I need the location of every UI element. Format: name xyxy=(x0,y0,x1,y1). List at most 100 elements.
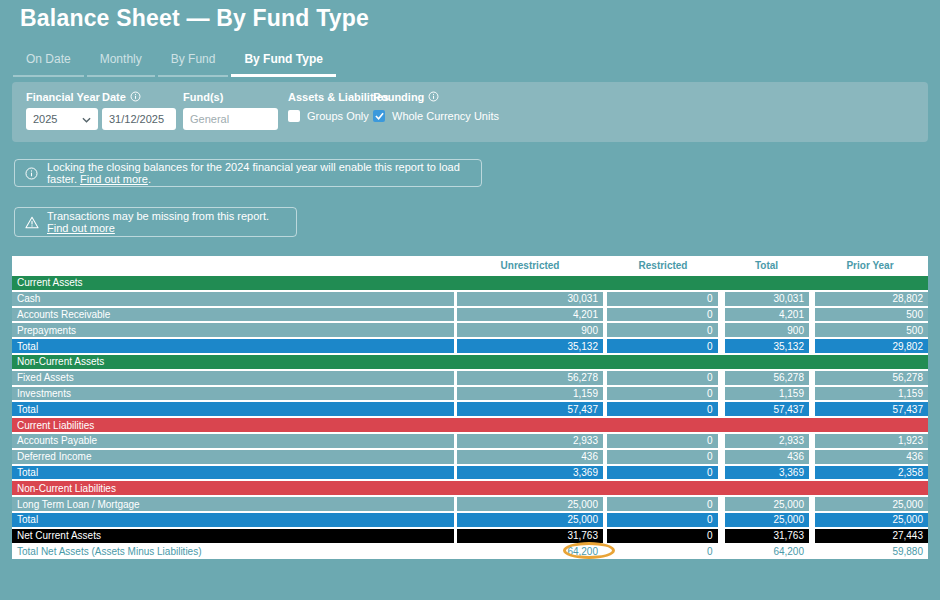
cell-value: 1,923 xyxy=(898,435,923,446)
table-row: Net Current Assets31,763031,76327,443 xyxy=(12,528,928,544)
row-label: Total xyxy=(12,465,455,481)
value-cell: 31,763 xyxy=(721,528,812,544)
value-cell: 27,443 xyxy=(812,528,928,544)
value-cell: 2,358 xyxy=(812,465,928,481)
value-cell: 56,278 xyxy=(455,370,605,386)
section-header-row: Current Liabilities xyxy=(12,417,928,433)
cell-value: 25,000 xyxy=(892,499,923,510)
cell-value: 1,159 xyxy=(898,388,923,399)
value-cell: 25,000 xyxy=(721,496,812,512)
value-cell: 0 xyxy=(605,496,721,512)
row-label: Cash xyxy=(12,291,455,307)
tab-monthly[interactable]: Monthly xyxy=(87,46,155,77)
row-label: Total xyxy=(12,512,455,528)
funds-label: Fund(s) xyxy=(183,90,278,103)
cell-value: 0 xyxy=(707,467,713,478)
cell-value: 25,000 xyxy=(567,499,598,510)
section-label: Non-Current Assets xyxy=(12,354,928,370)
filter-bar: Financial Year 2025 Date Fund(s) Assets … xyxy=(12,82,928,142)
value-cell: 57,437 xyxy=(812,401,928,417)
funds-input[interactable] xyxy=(183,108,278,130)
value-cell: 1,923 xyxy=(812,433,928,449)
date-input[interactable] xyxy=(102,108,176,130)
value-cell: 25,000 xyxy=(812,512,928,528)
row-label: Deferred Income xyxy=(12,449,455,465)
info-find-out-more-link[interactable]: Find out more xyxy=(80,173,148,185)
tab-bar: On DateMonthlyBy FundBy Fund Type xyxy=(13,46,336,77)
groups-only-checkbox[interactable] xyxy=(288,110,300,122)
table-row: Accounts Payable2,93302,9331,923 xyxy=(12,433,928,449)
table-row: Prepayments9000900500 xyxy=(12,322,928,338)
value-cell: 0 xyxy=(605,291,721,307)
value-cell: 25,000 xyxy=(455,512,605,528)
tab-by-fund-type[interactable]: By Fund Type xyxy=(231,46,335,77)
info-banner-text: Locking the closing balances for the 202… xyxy=(47,161,471,185)
cell-value: 2,933 xyxy=(573,435,598,446)
value-cell: 56,278 xyxy=(721,370,812,386)
cell-value: 0 xyxy=(707,404,713,415)
cell-value: 25,000 xyxy=(773,499,804,510)
table-row: Deferred Income4360436436 xyxy=(12,449,928,465)
value-cell: 29,802 xyxy=(812,338,928,354)
value-cell: 900 xyxy=(721,322,812,338)
cell-value: 28,802 xyxy=(892,293,923,304)
section-header-row: Non-Current Assets xyxy=(12,354,928,370)
value-cell: 64,200 xyxy=(721,544,812,560)
table-row: Total35,132035,13229,802 xyxy=(12,338,928,354)
warning-find-out-more-link[interactable]: Find out more xyxy=(47,222,115,234)
cell-value: 56,278 xyxy=(892,372,923,383)
cell-value: 1,159 xyxy=(573,388,598,399)
cell-value: 0 xyxy=(707,372,713,383)
value-cell: 0 xyxy=(605,307,721,323)
table-row: Total57,437057,43757,437 xyxy=(12,401,928,417)
cell-value: 0 xyxy=(707,514,713,525)
column-header: Prior Year xyxy=(812,256,928,275)
row-label: Long Term Loan / Mortgage xyxy=(12,496,455,512)
cell-value: 31,763 xyxy=(773,530,804,541)
tab-by-fund[interactable]: By Fund xyxy=(158,46,229,77)
balance-sheet-table: UnrestrictedRestrictedTotalPrior Year Cu… xyxy=(12,256,928,559)
value-cell: 4,201 xyxy=(455,307,605,323)
cell-value: 0 xyxy=(707,546,713,557)
table-row: Accounts Receivable4,20104,201500 xyxy=(12,307,928,323)
cell-value: 436 xyxy=(581,451,598,462)
value-cell: 57,437 xyxy=(455,401,605,417)
table-row: Investments1,15901,1591,159 xyxy=(12,386,928,402)
info-icon xyxy=(25,167,38,180)
table-row: Cash30,031030,03128,802 xyxy=(12,291,928,307)
tab-on-date[interactable]: On Date xyxy=(13,46,84,77)
date-group: Date xyxy=(102,90,176,130)
cell-value: 56,278 xyxy=(567,372,598,383)
value-cell: 25,000 xyxy=(455,496,605,512)
cell-value: 0 xyxy=(707,435,713,446)
table-row: Total25,000025,00025,000 xyxy=(12,512,928,528)
warning-banner-message: Transactions may be missing from this re… xyxy=(47,210,269,222)
table-row: Fixed Assets56,278056,27856,278 xyxy=(12,370,928,386)
table-row: Total Net Assets (Assets Minus Liabiliti… xyxy=(12,544,928,560)
section-label: Current Liabilities xyxy=(12,417,928,433)
row-label: Net Current Assets xyxy=(12,528,455,544)
value-cell: 0 xyxy=(605,338,721,354)
info-icon[interactable] xyxy=(428,91,439,102)
cell-value: 27,443 xyxy=(892,530,923,541)
section-header-row: Current Assets xyxy=(12,275,928,291)
value-cell: 35,132 xyxy=(455,338,605,354)
cell-value: 57,437 xyxy=(567,404,598,415)
cell-value: 31,763 xyxy=(567,530,598,541)
info-banner: Locking the closing balances for the 202… xyxy=(14,159,482,187)
whole-currency-checkbox[interactable] xyxy=(373,110,385,122)
financial-year-select[interactable]: 2025 xyxy=(26,108,98,130)
value-cell: 64,200 xyxy=(455,544,605,560)
row-label: Total xyxy=(12,338,455,354)
row-label: Total Net Assets (Assets Minus Liabiliti… xyxy=(12,544,455,560)
info-banner-suffix: . xyxy=(148,173,151,185)
value-cell: 2,933 xyxy=(455,433,605,449)
row-label: Investments xyxy=(12,386,455,402)
value-cell: 25,000 xyxy=(812,496,928,512)
cell-value: 3,369 xyxy=(573,467,598,478)
cell-value: 30,031 xyxy=(773,293,804,304)
value-cell: 4,201 xyxy=(721,307,812,323)
info-icon[interactable] xyxy=(130,91,141,102)
value-cell: 0 xyxy=(605,370,721,386)
rounding-label: Rounding xyxy=(373,91,424,103)
